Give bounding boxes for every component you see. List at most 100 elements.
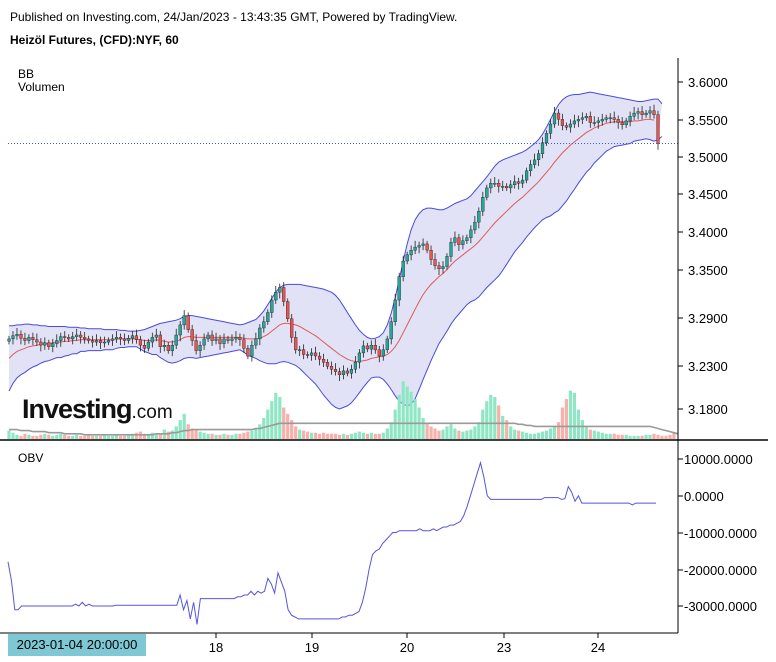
volume-bar bbox=[612, 433, 616, 440]
volume-bar bbox=[325, 433, 330, 440]
candle-body bbox=[190, 329, 194, 341]
volume-bar bbox=[564, 399, 568, 439]
volume-bar bbox=[202, 432, 206, 439]
volume-bar bbox=[118, 435, 123, 440]
volume-bar bbox=[95, 435, 99, 440]
volume-bar bbox=[314, 432, 318, 439]
candle-body bbox=[138, 339, 142, 346]
candle-body bbox=[86, 338, 91, 341]
candle-body bbox=[389, 321, 393, 340]
candle-body bbox=[517, 181, 521, 184]
volume-bar bbox=[672, 432, 676, 439]
volume-bar bbox=[453, 428, 457, 439]
volume-bar bbox=[393, 409, 397, 439]
volume-bar bbox=[604, 433, 608, 440]
candle-body bbox=[357, 352, 361, 363]
volume-bar bbox=[103, 434, 107, 439]
volume-bar bbox=[405, 386, 409, 439]
price-tick-label: 3.3500 bbox=[688, 263, 728, 278]
volume-bar bbox=[425, 423, 429, 440]
candle-body bbox=[349, 369, 353, 374]
candle-body bbox=[63, 336, 67, 338]
candle-body bbox=[628, 116, 632, 122]
volume-bar bbox=[660, 435, 664, 440]
time-tick-label: 24 bbox=[591, 640, 605, 655]
candle-body bbox=[302, 349, 306, 355]
volume-bar bbox=[254, 428, 258, 439]
candle-body bbox=[114, 337, 119, 340]
volume-bar bbox=[525, 432, 529, 439]
candle-body bbox=[310, 352, 314, 356]
candle-body bbox=[525, 170, 529, 181]
volume-bar bbox=[377, 433, 381, 440]
indicator-label-volume[interactable]: Volumen bbox=[18, 80, 65, 94]
candle-body bbox=[194, 340, 198, 351]
candle-body bbox=[572, 120, 576, 125]
volume-bar bbox=[369, 432, 373, 439]
volume-bar bbox=[341, 433, 346, 440]
obv-pane[interactable] bbox=[7, 460, 656, 625]
candle-body bbox=[461, 240, 465, 245]
volume-bar bbox=[560, 407, 564, 439]
candle-body bbox=[333, 369, 338, 372]
candle-body bbox=[552, 112, 557, 125]
investing-logo: Investing.com bbox=[22, 394, 173, 425]
volume-bar bbox=[381, 432, 385, 439]
candle-body bbox=[564, 125, 568, 128]
candle-body bbox=[210, 334, 214, 341]
volume-bar bbox=[298, 429, 302, 440]
obv-tick-label: -30000.0000 bbox=[684, 599, 757, 614]
candle-body bbox=[576, 119, 580, 122]
candle-body bbox=[170, 345, 174, 351]
candle-body bbox=[489, 182, 493, 189]
crosshair-date-label: 2023-01-04 20:00:00 bbox=[8, 634, 146, 656]
candle-body bbox=[437, 265, 441, 270]
candle-body bbox=[306, 354, 310, 356]
candle-body bbox=[19, 334, 23, 339]
candle-body bbox=[608, 117, 612, 120]
candle-body bbox=[640, 111, 644, 115]
candle-body bbox=[71, 336, 75, 340]
candle-body bbox=[373, 345, 377, 351]
candle-body bbox=[83, 337, 87, 340]
candle-body bbox=[493, 182, 497, 185]
volume-bar bbox=[640, 435, 644, 440]
candle-body bbox=[505, 186, 509, 189]
volume-bar bbox=[556, 422, 561, 439]
candle-body bbox=[262, 321, 266, 329]
candle-body bbox=[94, 340, 99, 343]
bollinger-band-fill bbox=[9, 92, 662, 409]
candle-body bbox=[433, 259, 437, 266]
volume-bar bbox=[258, 424, 262, 439]
candle-body bbox=[222, 338, 226, 344]
indicator-label-bb[interactable]: BB bbox=[18, 67, 35, 81]
price-pane[interactable] bbox=[7, 91, 679, 440]
volume-bar bbox=[250, 430, 254, 439]
obv-tick-label: 0.0000 bbox=[684, 489, 724, 504]
volume-bar bbox=[449, 424, 453, 439]
volume-bar bbox=[150, 432, 154, 439]
candle-body bbox=[98, 340, 103, 343]
volume-bar bbox=[166, 431, 170, 439]
candle-body bbox=[174, 334, 178, 346]
volume-bar bbox=[39, 434, 43, 439]
candle-body bbox=[270, 299, 274, 313]
volume-bar bbox=[588, 429, 592, 440]
candle-body bbox=[652, 110, 656, 115]
volume-bar bbox=[477, 422, 481, 439]
volume-bar bbox=[270, 401, 274, 439]
candle-body bbox=[453, 237, 457, 243]
indicator-label-obv[interactable]: OBV bbox=[18, 451, 44, 465]
candle-body bbox=[266, 312, 270, 323]
volume-bar bbox=[27, 434, 31, 439]
candle-body bbox=[250, 345, 254, 357]
volume-bar bbox=[656, 434, 660, 439]
volume-bar bbox=[596, 431, 600, 439]
volume-bar bbox=[114, 434, 119, 439]
candle-body bbox=[298, 349, 302, 351]
time-tick-label: 19 bbox=[305, 640, 319, 655]
volume-bar bbox=[529, 433, 533, 440]
bollinger-lower-line bbox=[8, 136, 663, 410]
candle-body bbox=[540, 142, 545, 154]
